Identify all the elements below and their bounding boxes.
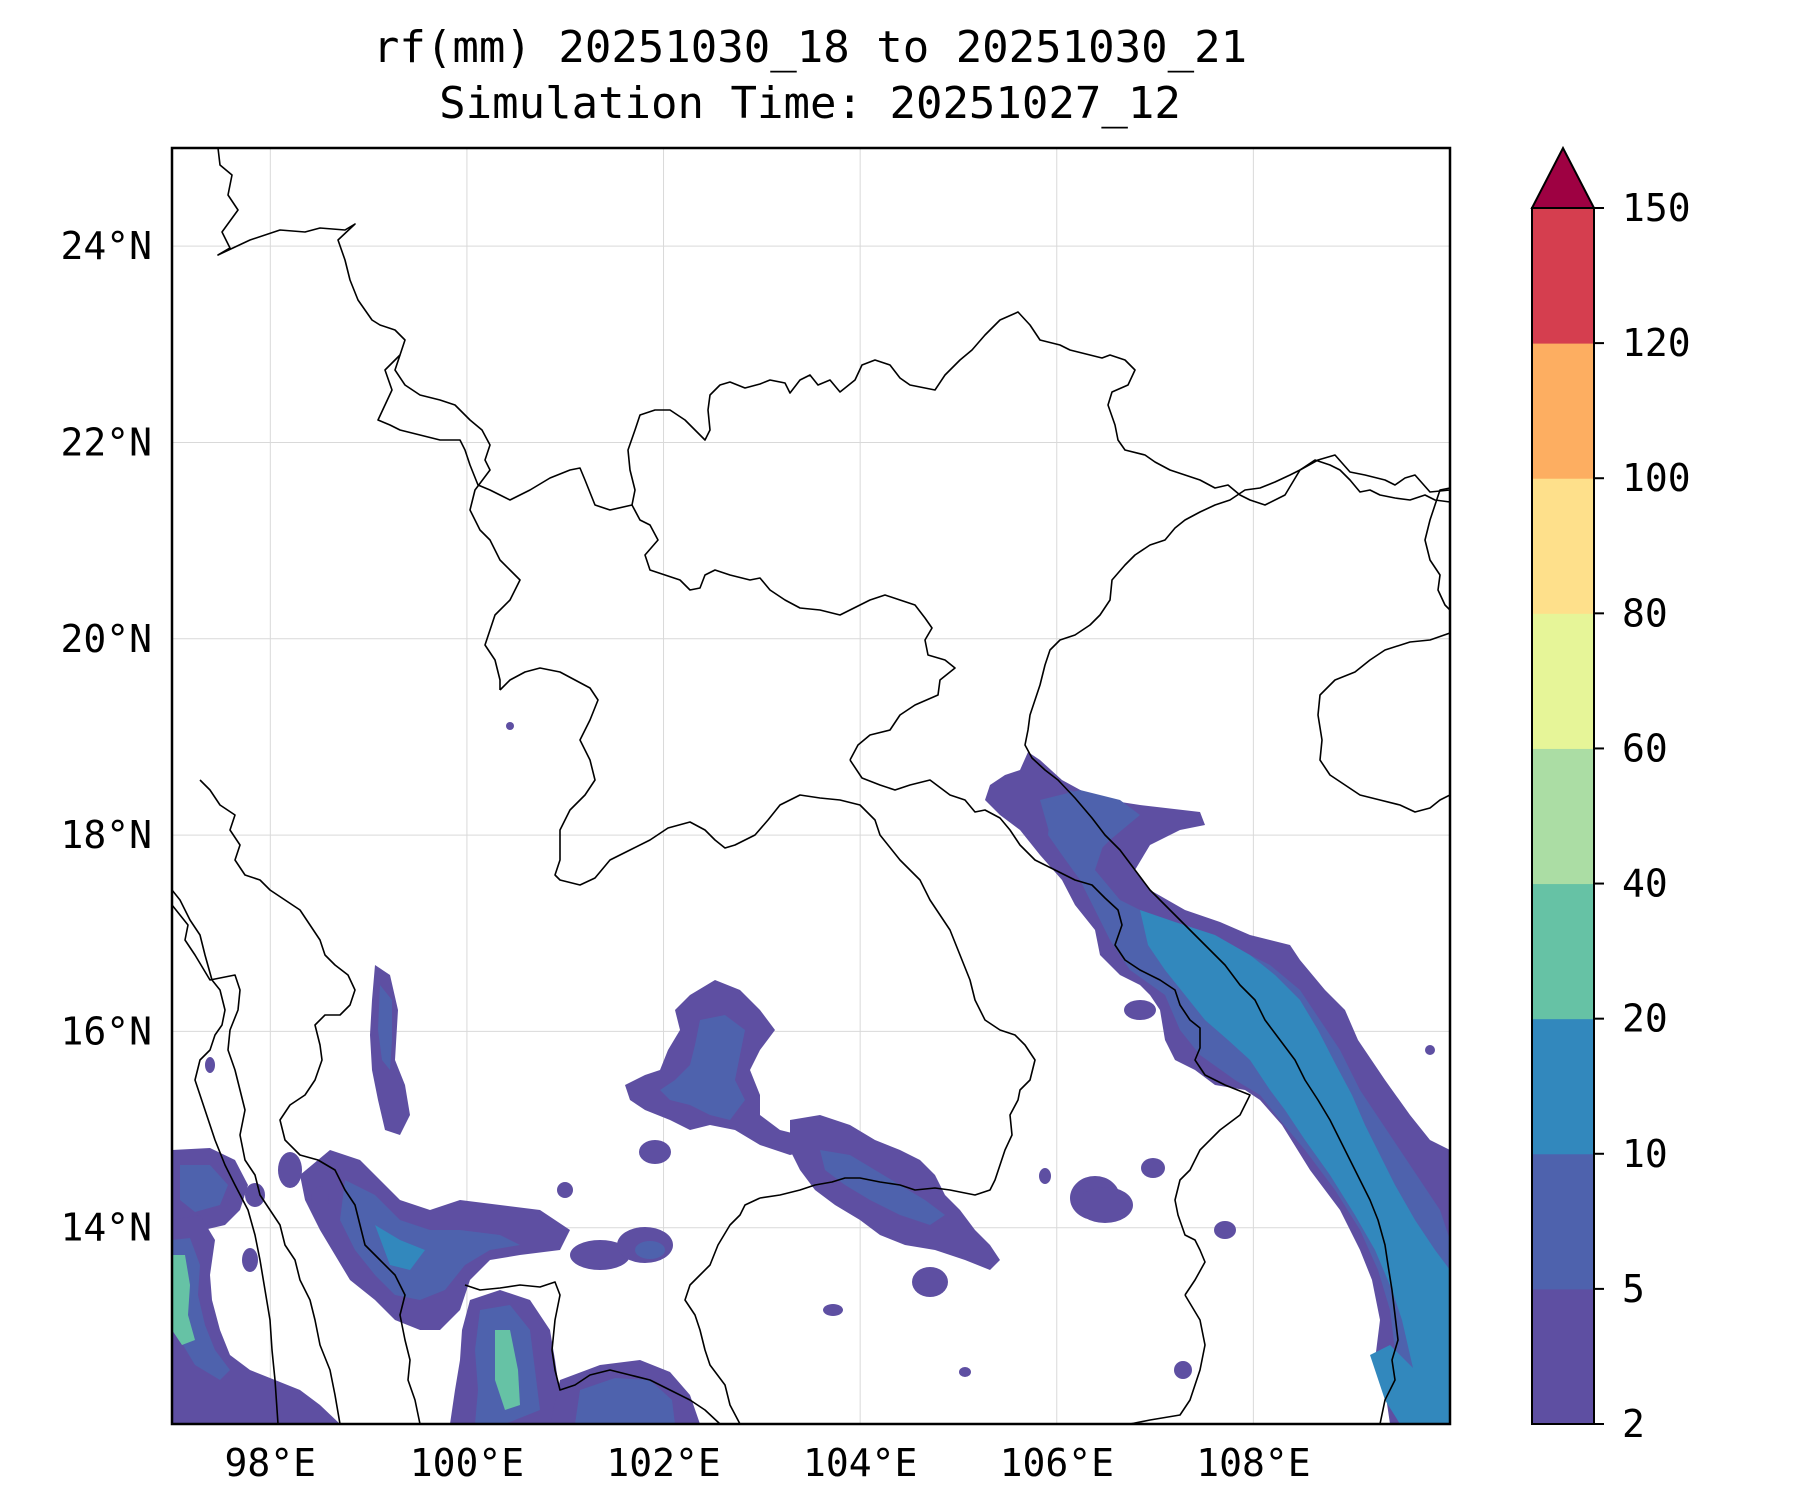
colorbar-segment-6 bbox=[1532, 478, 1594, 614]
x-tick-label-4: 106°E bbox=[1000, 1441, 1114, 1485]
colorbar-label-3: 20 bbox=[1622, 997, 1668, 1041]
rainfall-contours bbox=[172, 722, 1450, 1424]
y-tick-label-3: 18°N bbox=[60, 813, 152, 857]
coast-china-south bbox=[1424, 487, 1450, 611]
border-myanmar-west bbox=[172, 904, 341, 1424]
colorbar-segment-5 bbox=[1532, 613, 1594, 749]
border-myanmar-laos bbox=[394, 354, 521, 690]
colorbar-segment-2 bbox=[1532, 1018, 1594, 1155]
colorbar-label-1: 5 bbox=[1622, 1267, 1645, 1311]
coast-vietnam bbox=[1024, 454, 1450, 1424]
y-tick-label-2: 20°N bbox=[60, 617, 152, 661]
colorbar-label-2: 10 bbox=[1622, 1132, 1668, 1176]
rain-area-north-central-vietnam bbox=[1040, 790, 1140, 860]
y-tick-label-4: 16°N bbox=[60, 1009, 152, 1053]
x-tick-label-3: 104°E bbox=[803, 1441, 917, 1485]
title-line-2: Simulation Time: 20251027_12 bbox=[439, 78, 1181, 129]
colorbar-extend-arrow bbox=[1530, 145, 1596, 209]
colorbar-segment-0 bbox=[1532, 1288, 1594, 1425]
map-panel: 98°E 100°E 102°E 104°E 106°E 108°E 24°N 22°N 20… bbox=[60, 146, 1452, 1485]
title-line-1: rf(mm) 20251030_18 to 20251030_21 bbox=[373, 22, 1247, 73]
y-axis-ticks: 24°N 22°N 20°N 18°N 16°N 14°N bbox=[60, 224, 152, 1250]
colorbar-segment-7 bbox=[1532, 343, 1594, 479]
country-borders bbox=[172, 148, 1450, 1424]
colorbar-label-0: 2 bbox=[1622, 1402, 1645, 1446]
coast-gulf-of-thailand bbox=[464, 1281, 721, 1424]
border-laos-vietnam-north bbox=[631, 504, 956, 761]
coast-hainan bbox=[1317, 632, 1450, 813]
map-frame bbox=[170, 146, 1452, 1426]
x-tick-label-1: 100°E bbox=[410, 1441, 524, 1485]
coast-myanmar-andaman bbox=[172, 889, 279, 1424]
colorbar-label-6: 80 bbox=[1622, 591, 1668, 635]
colorbar-label-8: 120 bbox=[1622, 321, 1691, 365]
colorbar-label-7: 100 bbox=[1622, 456, 1691, 500]
colorbar-segment-8 bbox=[1532, 208, 1594, 344]
border-laos-vietnam-central bbox=[849, 759, 1251, 1296]
x-tick-label-2: 102°E bbox=[606, 1441, 720, 1485]
colorbar-segment-4 bbox=[1532, 748, 1594, 885]
colorbar-label-9: 150 bbox=[1622, 186, 1691, 230]
colorbar-segment-3 bbox=[1532, 883, 1594, 1020]
border-cambodia bbox=[684, 1197, 761, 1424]
x-tick-label-0: 98°E bbox=[225, 1441, 317, 1485]
border-china-laos-vietnam bbox=[627, 311, 1450, 506]
y-tick-label-0: 24°N bbox=[60, 224, 152, 268]
border-myanmar-thailand bbox=[199, 779, 421, 1424]
colorbar-label-5: 60 bbox=[1622, 726, 1668, 770]
y-tick-label-5: 14°N bbox=[60, 1206, 152, 1250]
y-tick-label-1: 22°N bbox=[60, 420, 152, 464]
x-axis-ticks: 98°E 100°E 102°E 104°E 106°E 108°E bbox=[225, 1441, 1311, 1485]
colorbar: 2 5 10 20 40 60 80 100 120 150 bbox=[1530, 145, 1691, 1446]
colorbar-segment-1 bbox=[1532, 1153, 1594, 1290]
border-thailand-laos bbox=[499, 667, 1036, 1199]
colorbar-outline bbox=[1531, 207, 1595, 1425]
rain-area-central-laos bbox=[625, 980, 1000, 1270]
border-china-myanmar bbox=[217, 148, 633, 511]
rain-area-west-thailand bbox=[172, 965, 700, 1424]
x-tick-label-5: 108°E bbox=[1196, 1441, 1310, 1485]
rain-area-vietnam-coast bbox=[985, 752, 1450, 1424]
colorbar-label-4: 40 bbox=[1622, 862, 1668, 906]
border-cambodia-vietnam bbox=[1129, 1294, 1206, 1424]
rain-area-scattered-cells bbox=[205, 722, 1435, 1379]
